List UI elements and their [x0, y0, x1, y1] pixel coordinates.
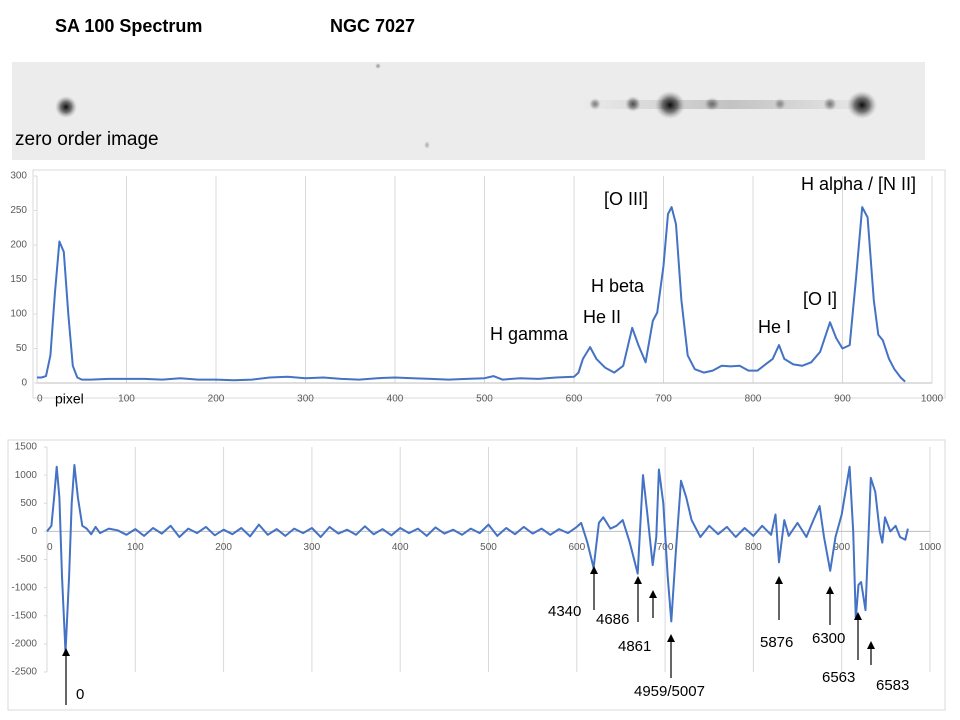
y-tick-label: -1000 [11, 582, 37, 593]
arrow-head [826, 586, 834, 594]
annotation: [O III] [604, 189, 648, 209]
x-tick-label: 100 [127, 542, 144, 553]
arrow-head [62, 648, 70, 656]
annotation: 6563 [822, 669, 855, 686]
annotation: 0 [76, 686, 84, 703]
x-tick-label: 0 [47, 542, 53, 553]
x-axis-label: pixel [55, 391, 84, 407]
y-tick-label: 100 [10, 309, 27, 320]
x-tick-label: 1000 [921, 394, 944, 405]
x-tick-label: 200 [215, 542, 232, 553]
x-tick-label: 600 [566, 394, 583, 405]
x-tick-label: 800 [745, 394, 762, 405]
x-tick-label: 300 [297, 394, 314, 405]
y-tick-label: -2500 [11, 667, 37, 678]
arrow-head [634, 576, 642, 584]
y-tick-label: 150 [10, 274, 27, 285]
x-tick-label: 900 [834, 394, 851, 405]
x-tick-label: 800 [745, 542, 762, 553]
x-tick-label: 200 [208, 394, 225, 405]
annotation: He II [583, 307, 621, 327]
annotation: 4340 [548, 603, 581, 620]
arrow-head [667, 634, 675, 642]
x-tick-label: 500 [480, 542, 497, 553]
arrow-head [867, 641, 875, 649]
annotation: 6583 [876, 677, 909, 694]
annotation: 4959/5007 [634, 683, 705, 700]
annotation: 6300 [812, 630, 845, 647]
arrow-head [854, 612, 862, 620]
y-tick-label: 200 [10, 240, 27, 251]
spectrum-image [12, 62, 925, 160]
y-tick-label: -1500 [11, 610, 37, 621]
x-tick-label: 300 [304, 542, 321, 553]
x-tick-label: 900 [833, 542, 850, 553]
y-tick-label: 250 [10, 205, 27, 216]
x-tick-label: 1000 [919, 542, 942, 553]
x-tick-label: 700 [655, 394, 672, 405]
x-tick-label: 0 [37, 394, 43, 405]
x-tick-label: 100 [118, 394, 135, 405]
chart-frame [7, 439, 946, 711]
y-tick-label: 50 [16, 343, 28, 354]
spectrum-line [46, 464, 909, 654]
y-tick-label: 0 [21, 378, 27, 389]
x-tick-label: 400 [387, 394, 404, 405]
y-tick-label: -500 [17, 554, 37, 565]
x-tick-label: 400 [392, 542, 409, 553]
arrow-head [775, 576, 783, 584]
image-label: zero order image [15, 129, 159, 150]
annotation: 4861 [618, 638, 651, 655]
y-tick-label: 1000 [15, 470, 38, 481]
annotation: 5876 [760, 634, 793, 651]
y-tick-label: 500 [20, 498, 37, 509]
spectrum-line [37, 206, 906, 383]
y-tick-label: 300 [10, 171, 27, 182]
title: SA 100 Spectrum [55, 16, 202, 36]
object-name: NGC 7027 [330, 16, 415, 36]
x-tick-label: 500 [476, 394, 493, 405]
annotation: H gamma [490, 324, 569, 344]
annotation: H beta [591, 276, 645, 296]
x-tick-label: 600 [568, 542, 585, 553]
arrow-head [590, 566, 598, 574]
arrow-head [649, 590, 657, 598]
y-tick-label: -2000 [11, 639, 37, 650]
annotation: He I [758, 317, 791, 337]
annotation: 4686 [596, 611, 629, 628]
annotation: H alpha / [N II] [801, 174, 916, 194]
annotation: [O I] [803, 289, 837, 309]
y-tick-label: 0 [31, 526, 37, 537]
y-tick-label: 1500 [15, 442, 38, 453]
chart-frame [32, 169, 946, 399]
